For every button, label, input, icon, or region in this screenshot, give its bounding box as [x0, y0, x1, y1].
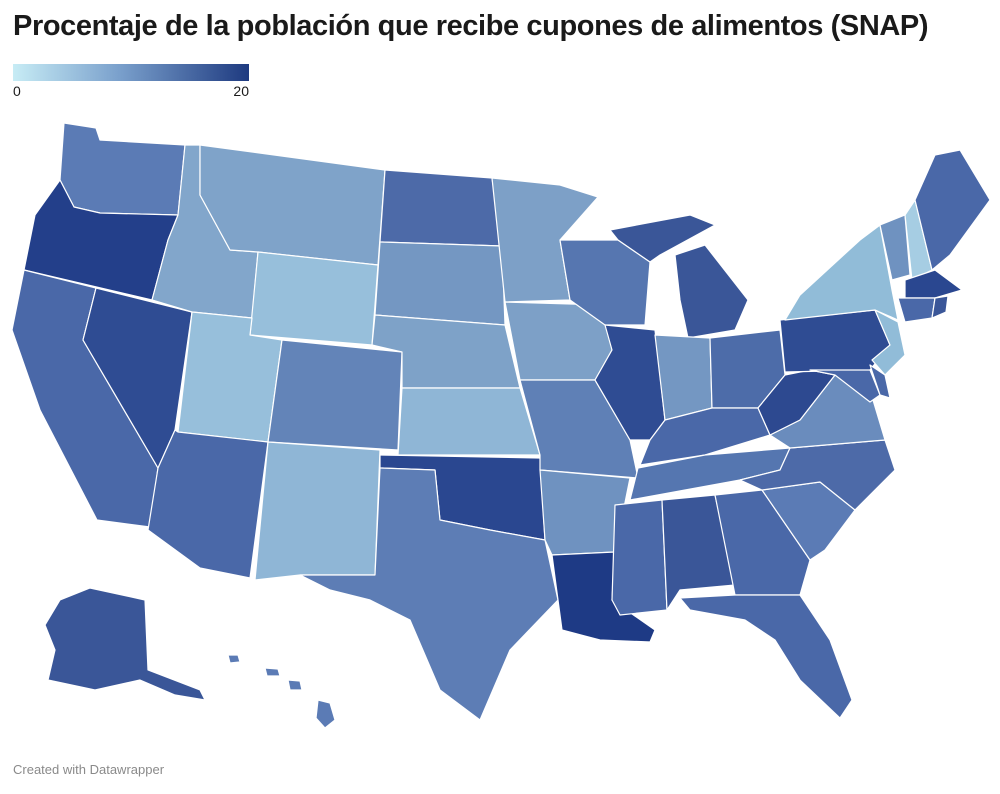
state-md[interactable] [809, 369, 881, 403]
state-wa[interactable] [59, 122, 186, 216]
state-vt[interactable] [879, 214, 911, 281]
color-legend: 0 20 [13, 64, 249, 101]
legend-min-label: 0 [13, 83, 21, 99]
state-ct[interactable] [897, 297, 936, 323]
state-ma[interactable] [904, 269, 963, 299]
state-de[interactable] [869, 364, 891, 399]
state-ks[interactable] [397, 387, 541, 456]
state-mi[interactable] [609, 214, 749, 339]
legend-max-label: 20 [233, 83, 249, 99]
state-sd[interactable] [374, 241, 506, 326]
state-ak[interactable] [44, 587, 206, 701]
state-ny[interactable] [784, 224, 899, 321]
state-ri[interactable] [931, 295, 949, 319]
state-me[interactable] [914, 149, 991, 271]
state-wy[interactable] [249, 251, 379, 346]
us-choropleth-map [11, 122, 991, 729]
state-az[interactable] [147, 429, 269, 579]
state-al[interactable] [661, 494, 736, 611]
state-in[interactable] [654, 334, 713, 421]
credit-footer: Created with Datawrapper [13, 762, 165, 777]
state-tx[interactable] [299, 467, 559, 721]
page-title: Procentaje de la población que recibe cu… [13, 10, 929, 42]
state-nc[interactable] [739, 439, 896, 511]
state-nm[interactable] [254, 441, 381, 581]
legend-gradient-bar [13, 64, 249, 81]
state-ms[interactable] [611, 499, 668, 616]
state-ga[interactable] [714, 489, 811, 596]
state-co[interactable] [267, 339, 403, 451]
state-fl[interactable] [679, 594, 853, 719]
state-nd[interactable] [379, 169, 503, 247]
state-mt[interactable] [199, 144, 386, 266]
state-hi[interactable] [227, 654, 336, 729]
legend-labels: 0 20 [13, 83, 249, 101]
